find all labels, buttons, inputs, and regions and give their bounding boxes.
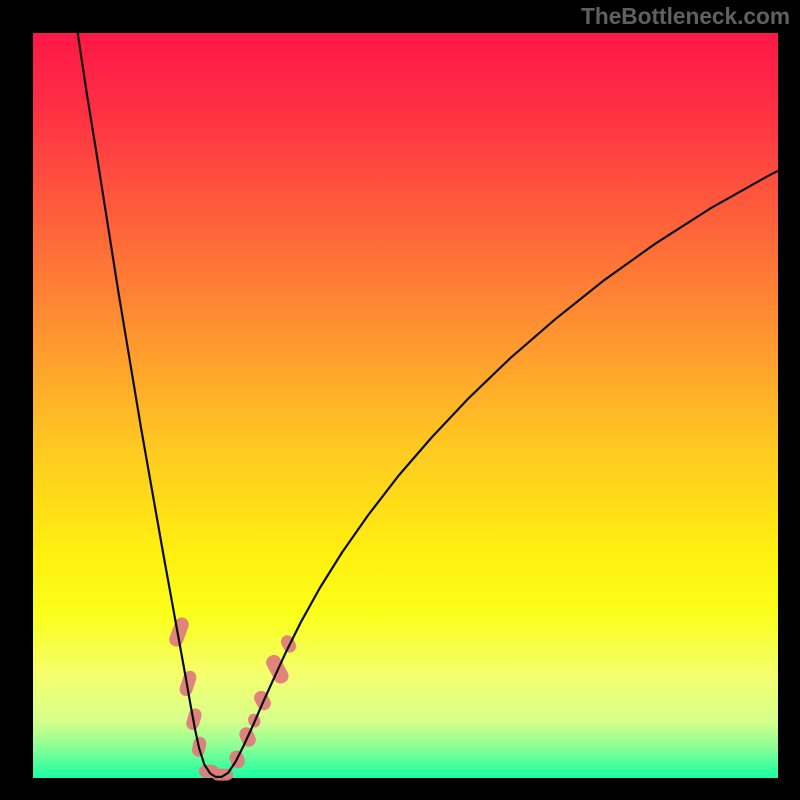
chart-container: TheBottleneck.com	[0, 0, 800, 800]
curve-marker	[279, 633, 299, 655]
watermark-text: TheBottleneck.com	[581, 3, 790, 30]
markers-group	[167, 615, 298, 780]
bottleneck-curve	[78, 33, 778, 777]
chart-svg-layer	[33, 33, 778, 778]
curve-marker	[252, 688, 274, 712]
plot-area	[33, 33, 778, 778]
